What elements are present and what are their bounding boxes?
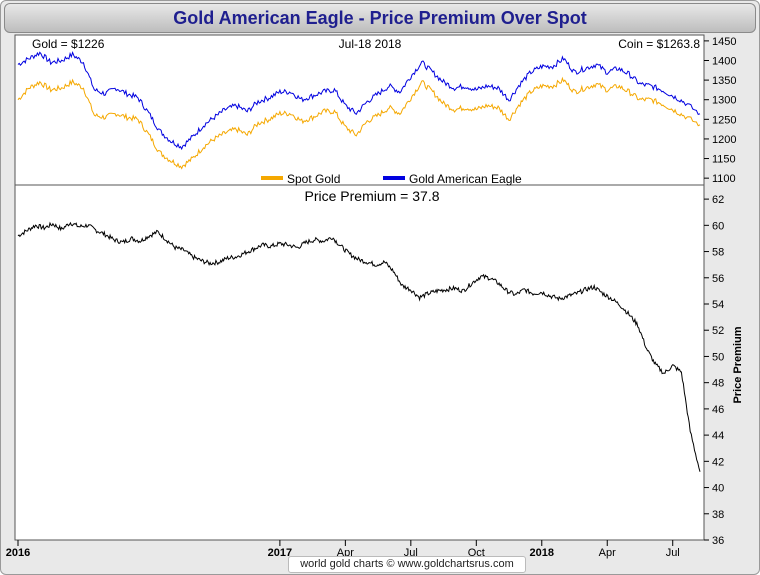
top-panel-bg — [14, 34, 705, 186]
bottom-y-tick-label: 44 — [712, 430, 724, 442]
top-y-tick-label: 1300 — [712, 95, 736, 107]
x-tick-label: 2016 — [6, 547, 30, 559]
bottom-y-tick-label: 50 — [712, 351, 724, 363]
eagle-line — [17, 50, 701, 151]
legend-spot-swatch — [261, 176, 283, 180]
date-label: Jul-18 2018 — [339, 37, 402, 51]
bottom-y-tick-label: 36 — [712, 535, 724, 547]
bottom-y-tick-label: 52 — [712, 325, 724, 337]
legend-eagle-swatch — [383, 176, 405, 180]
chart-title: Gold American Eagle - Price Premium Over… — [4, 3, 756, 33]
x-tick-label: 2017 — [268, 547, 292, 559]
top-y-tick-label: 1350 — [712, 75, 736, 87]
top-y-tick-label: 1150 — [712, 154, 736, 166]
premium-line — [17, 221, 701, 472]
y-axis-label: Price Premium — [732, 326, 744, 403]
x-tick-label: 2018 — [530, 547, 554, 559]
top-y-tick-label: 1100 — [712, 173, 736, 185]
bottom-y-tick-label: 54 — [712, 299, 724, 311]
top-y-tick-label: 1200 — [712, 134, 736, 146]
footer-credit: world gold charts © www.goldchartsrus.co… — [288, 556, 526, 573]
bottom-y-tick-label: 40 — [712, 483, 724, 495]
bottom-y-tick-label: 60 — [712, 220, 724, 232]
bottom-y-tick-label: 38 — [712, 509, 724, 521]
premium-title: Price Premium = 37.8 — [305, 188, 440, 204]
top-y-tick-label: 1400 — [712, 55, 736, 67]
legend-spot-label: Spot Gold — [287, 172, 340, 186]
top-y-tick-label: 1250 — [712, 114, 736, 126]
coin-price-label: Coin = $1263.8 — [618, 37, 700, 51]
bottom-y-tick-label: 46 — [712, 404, 724, 416]
gold-price-label: Gold = $1226 — [32, 37, 105, 51]
top-y-tick-label: 1450 — [712, 36, 736, 48]
bottom-y-tick-label: 56 — [712, 273, 724, 285]
bottom-y-tick-label: 42 — [712, 456, 724, 468]
spot-gold-line — [17, 76, 701, 170]
x-tick-label: Jul — [666, 547, 680, 559]
bottom-y-tick-label: 62 — [712, 194, 724, 206]
bottom-y-tick-label: 58 — [712, 247, 724, 259]
x-tick-label: Apr — [599, 547, 616, 559]
legend-eagle-label: Gold American Eagle — [409, 172, 522, 186]
bottom-panel-bg — [14, 184, 705, 541]
bottom-y-tick-label: 48 — [712, 378, 724, 390]
